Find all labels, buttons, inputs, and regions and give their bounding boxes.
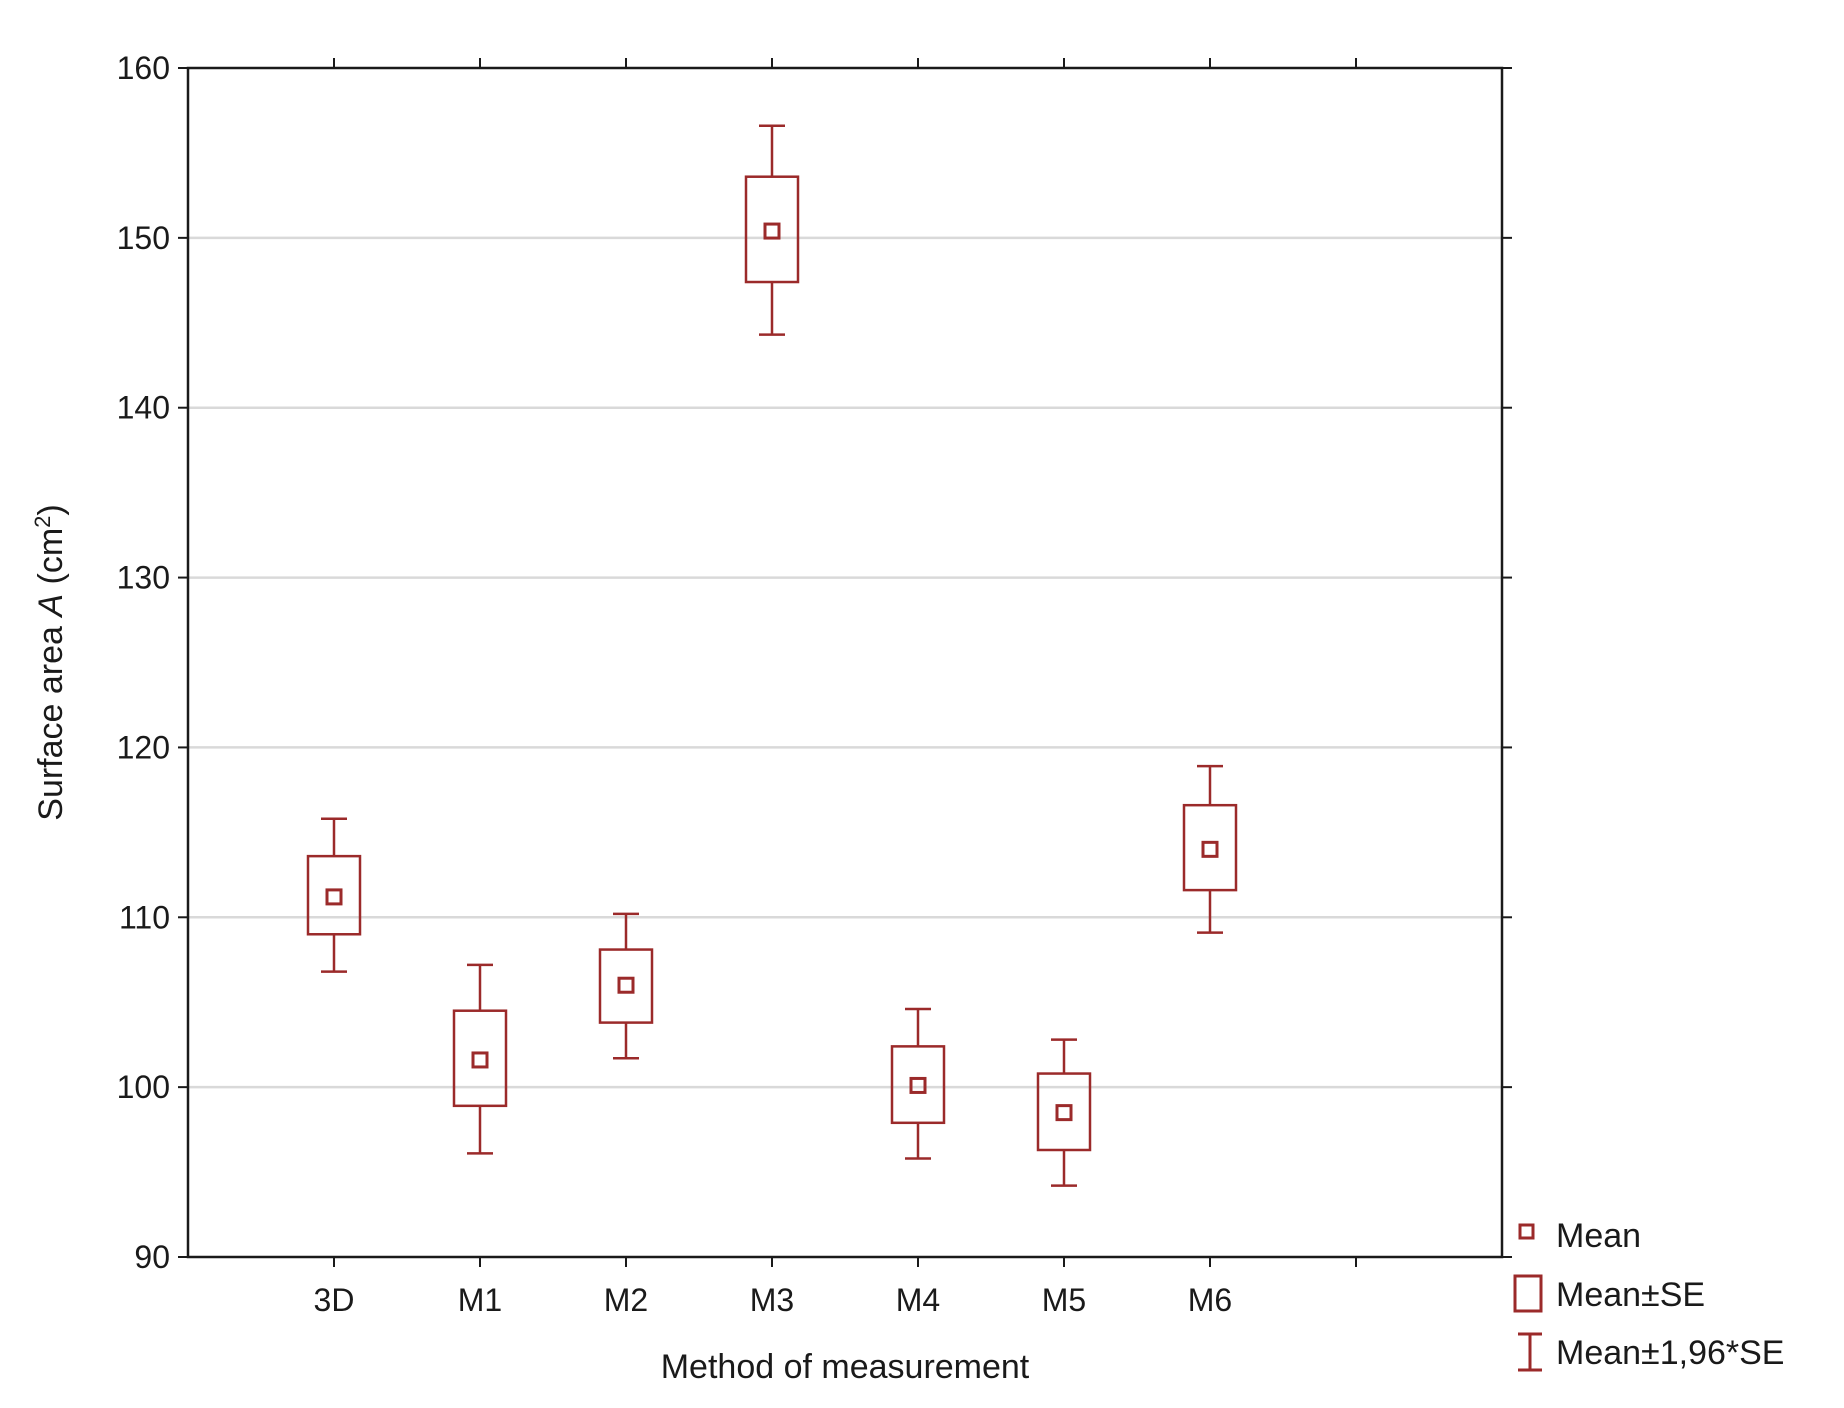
mean-marker bbox=[909, 1076, 927, 1094]
mean-marker bbox=[471, 1051, 489, 1069]
x-tick-label: M6 bbox=[1188, 1282, 1232, 1318]
se-box bbox=[452, 1009, 508, 1108]
x-tick-label: M4 bbox=[896, 1282, 940, 1318]
y-axis-title-italic: A bbox=[32, 594, 70, 619]
gridlines bbox=[188, 236, 1502, 1089]
legend-se-label: Mean±SE bbox=[1556, 1276, 1705, 1314]
mean-marker bbox=[617, 976, 635, 994]
legend-ci-label: Mean±1,96*SE bbox=[1556, 1334, 1784, 1372]
se-box bbox=[306, 854, 362, 936]
y-tick-label: 150 bbox=[117, 220, 170, 256]
x-tick-labels: 3D M1 M2 M3 M4 M5 M6 bbox=[314, 1282, 1233, 1318]
x-axis-title: Method of measurement bbox=[661, 1348, 1030, 1386]
x-tick-label: M1 bbox=[458, 1282, 502, 1318]
y-tick-labels: 90 100 110 120 130 140 150 160 bbox=[117, 50, 170, 1275]
y-tick-label: 120 bbox=[117, 729, 170, 765]
y-axis-title-sup: 2 bbox=[30, 516, 55, 528]
mean-marker bbox=[325, 888, 343, 906]
y-tick-label: 130 bbox=[117, 560, 170, 596]
x-tick-label: M3 bbox=[750, 1282, 794, 1318]
y-axis-title: Surface area A (cm2) bbox=[30, 504, 70, 820]
y-tick-label: 90 bbox=[134, 1239, 170, 1275]
mean-marker bbox=[1055, 1104, 1073, 1122]
plot-area bbox=[186, 66, 1504, 1259]
se-box bbox=[598, 948, 654, 1024]
x-tick-label: M5 bbox=[1042, 1282, 1086, 1318]
legend-mean-icon bbox=[1518, 1223, 1535, 1240]
legend: Mean Mean±SE Mean±1,96*SE bbox=[1513, 1217, 1784, 1372]
category-group bbox=[598, 912, 654, 1060]
category-group bbox=[1182, 764, 1238, 934]
category-group bbox=[1036, 1038, 1092, 1187]
mean-marker bbox=[1201, 840, 1219, 858]
y-tick-label: 100 bbox=[117, 1069, 170, 1105]
category-group bbox=[890, 1007, 946, 1160]
legend-se-icon bbox=[1513, 1274, 1543, 1313]
legend-ci-icon bbox=[1518, 1332, 1542, 1372]
y-tick-label: 160 bbox=[117, 50, 170, 86]
se-box bbox=[1036, 1072, 1092, 1152]
se-box bbox=[1182, 803, 1238, 892]
mean-marker bbox=[763, 222, 781, 240]
se-box bbox=[890, 1045, 946, 1125]
y-axis-title-unit: (cm bbox=[32, 528, 70, 594]
axis-ticks bbox=[178, 58, 1512, 1267]
x-tick-label: 3D bbox=[314, 1282, 355, 1318]
y-axis-title-close: ) bbox=[32, 504, 70, 515]
category-group bbox=[306, 817, 362, 973]
y-tick-label: 140 bbox=[117, 390, 170, 426]
y-axis-title-prefix: Surface area bbox=[32, 617, 70, 821]
y-tick-label: 110 bbox=[119, 899, 170, 935]
category-group bbox=[452, 963, 508, 1155]
se-box bbox=[744, 175, 800, 284]
legend-mean-label: Mean bbox=[1556, 1217, 1641, 1255]
category-group bbox=[744, 124, 800, 336]
x-tick-label: M2 bbox=[604, 1282, 648, 1318]
series-markers bbox=[306, 124, 1238, 1187]
